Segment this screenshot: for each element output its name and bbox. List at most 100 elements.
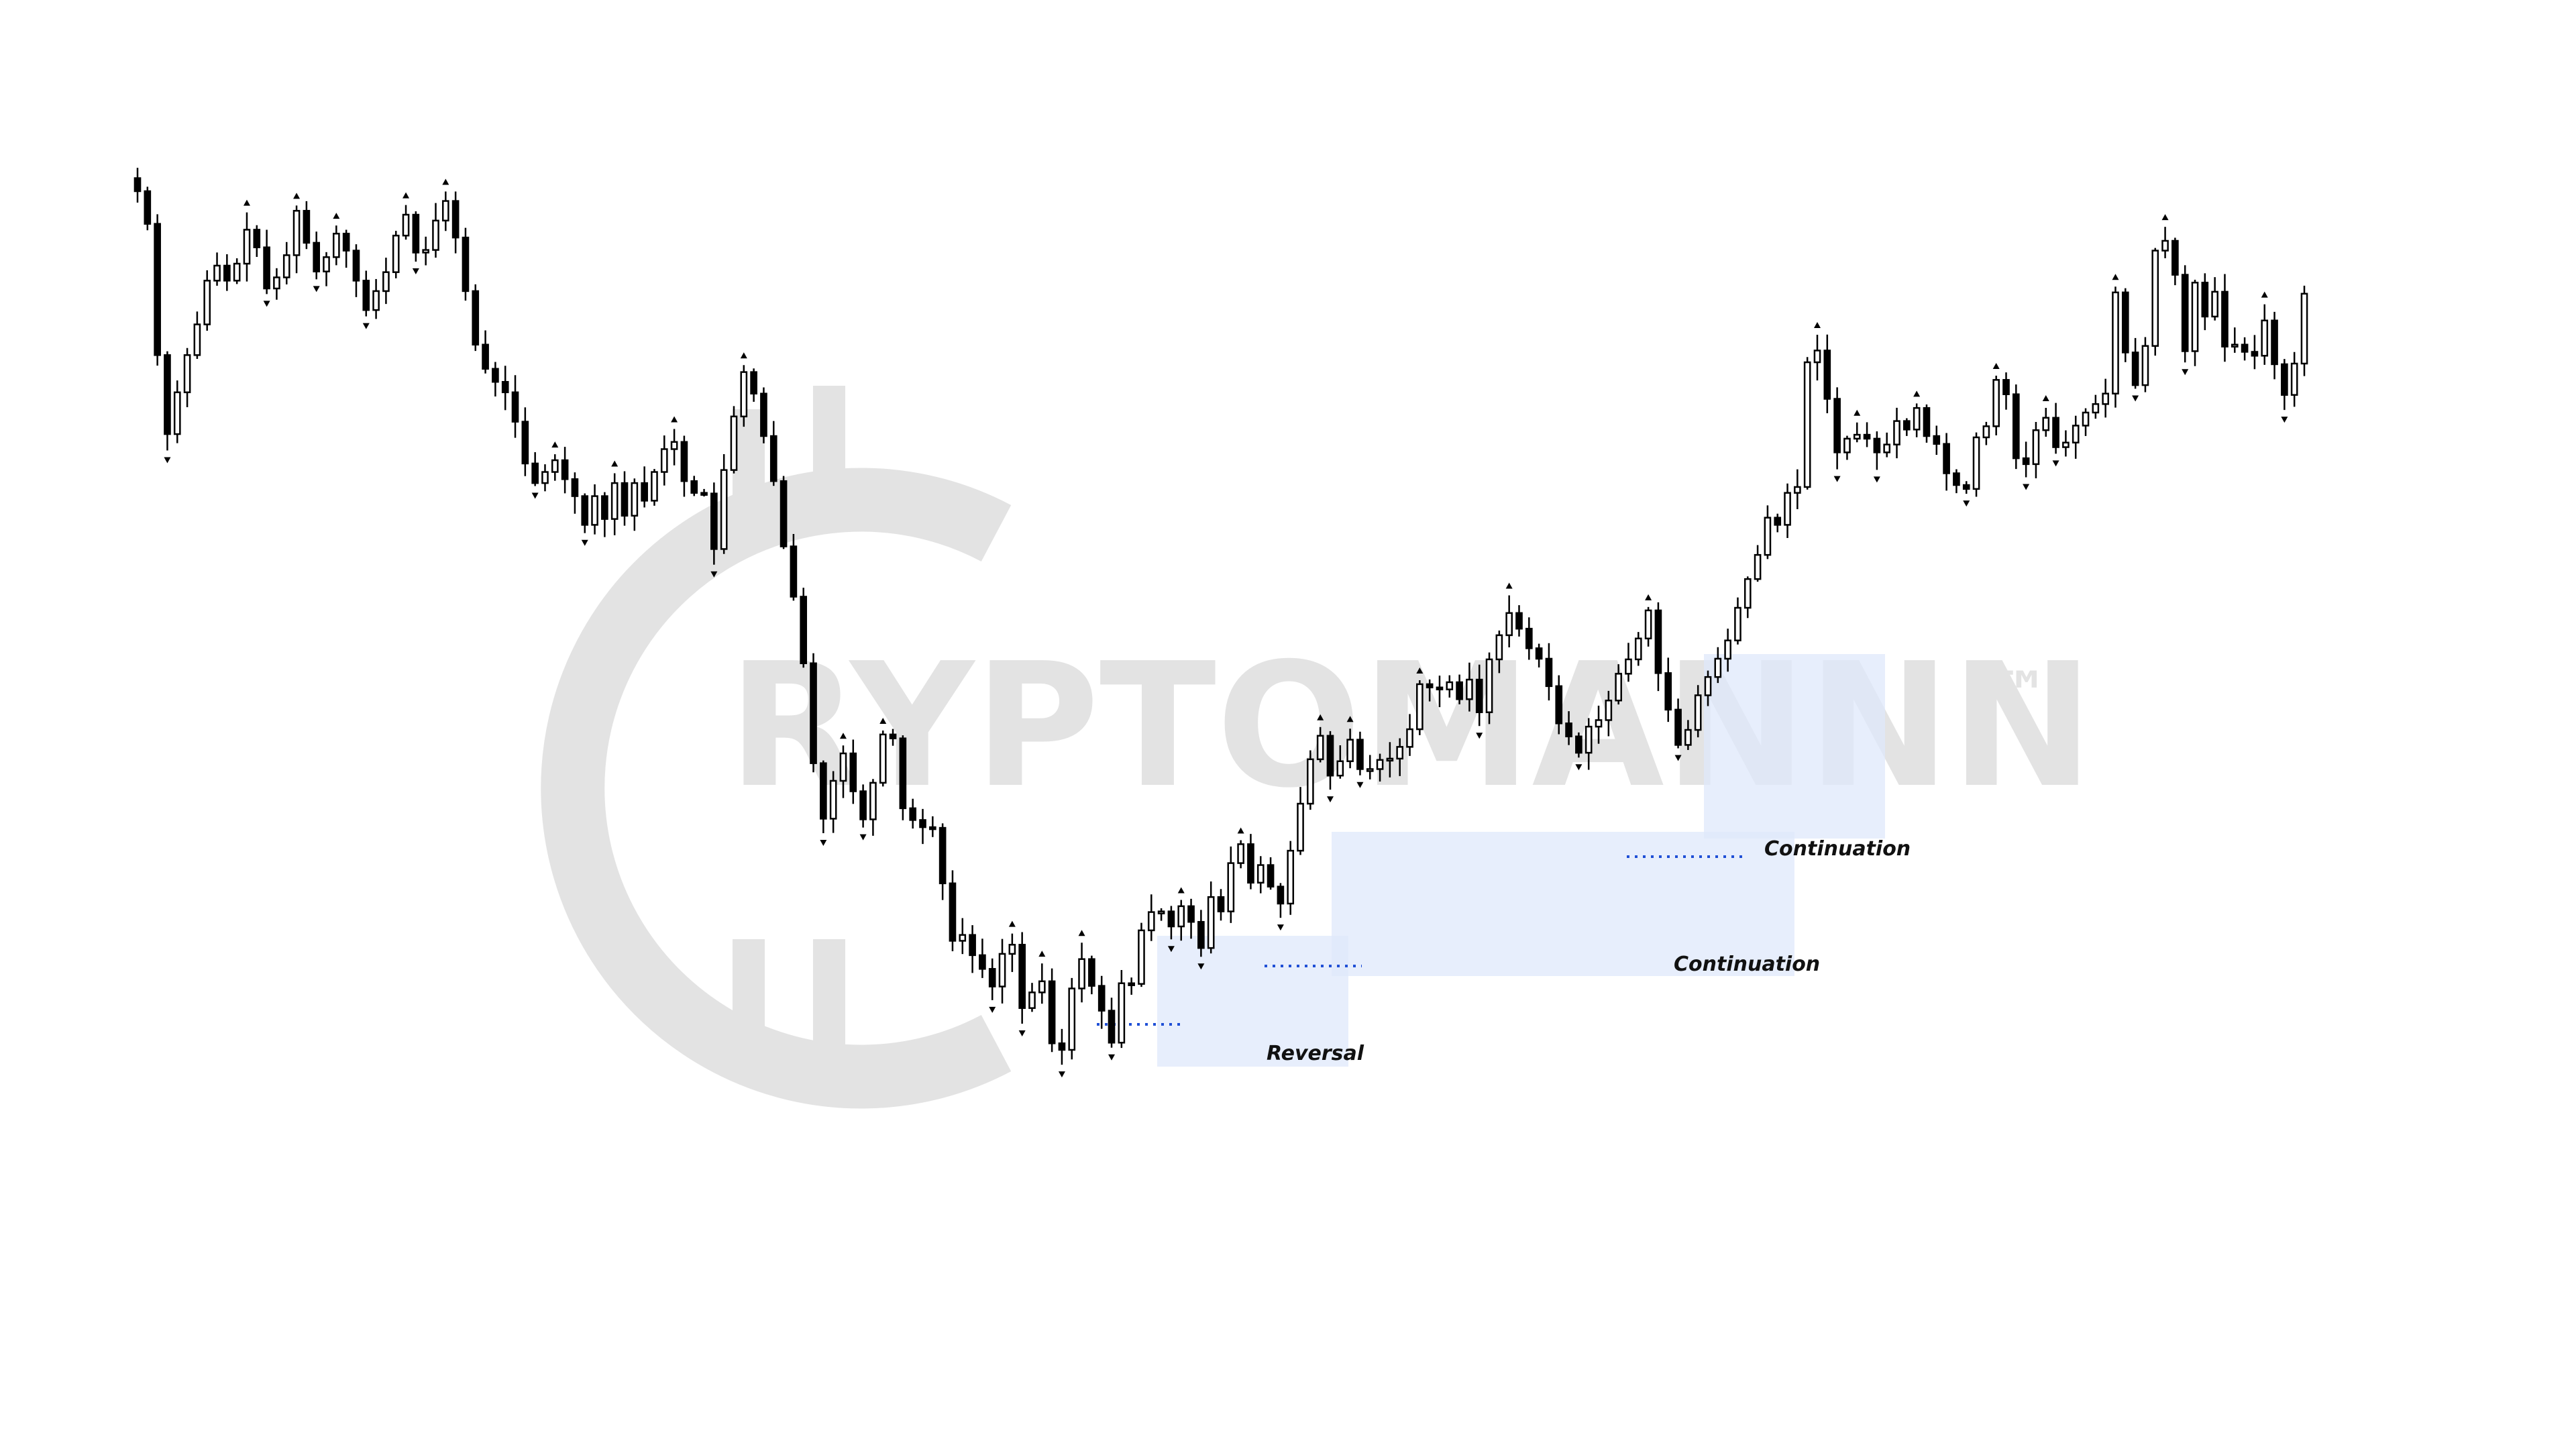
candle — [849, 739, 857, 804]
candle — [680, 435, 688, 497]
candle — [1565, 711, 1572, 745]
candle-body-bear — [501, 380, 509, 394]
candle-body-bear — [303, 209, 311, 244]
candle — [531, 452, 539, 499]
candle-body-bear — [1456, 681, 1463, 700]
candle — [1704, 670, 1712, 706]
candle — [1873, 431, 1881, 483]
candle-body-bear — [988, 968, 996, 987]
candle — [879, 718, 887, 787]
candle — [621, 471, 629, 526]
fractal-down-marker — [1476, 733, 1483, 739]
candle — [1406, 714, 1413, 756]
fractal-down-marker — [362, 323, 370, 329]
candle — [2131, 337, 2139, 402]
candle-body-bear — [451, 200, 460, 239]
candle-body-bull — [1615, 673, 1622, 702]
candle-body-bull — [879, 733, 887, 784]
candle-body-bear — [700, 492, 708, 496]
candle — [1456, 674, 1463, 704]
fractal-down-marker — [2023, 484, 2030, 490]
candle — [1754, 545, 1762, 582]
candle-body-bear — [2002, 379, 2010, 395]
candle — [372, 278, 380, 319]
candle — [1585, 718, 1593, 770]
candle-body-bear — [810, 662, 817, 764]
candle — [1843, 435, 1851, 460]
candle-body-bear — [889, 733, 897, 739]
candle — [1267, 857, 1275, 890]
candle — [1913, 390, 1921, 437]
candle-body-bear — [601, 495, 608, 520]
candle — [959, 918, 967, 955]
candle — [899, 735, 907, 820]
candle-body-bull — [740, 371, 748, 418]
fractal-up-marker — [611, 460, 619, 467]
candle — [154, 214, 161, 366]
fractal-up-marker — [1645, 594, 1652, 600]
candle-body-bear — [521, 421, 529, 465]
candle — [2171, 237, 2179, 286]
candle-body-bear — [1097, 985, 1106, 1012]
candle-body-bear — [1515, 612, 1523, 630]
candle-body-bull — [631, 482, 639, 517]
fractal-down-marker — [1108, 1054, 1116, 1061]
candle-body-bear — [342, 233, 350, 252]
candle — [1743, 576, 1752, 619]
candle — [1048, 968, 1056, 1053]
candle-body-bear — [1048, 980, 1056, 1044]
candle — [571, 472, 579, 514]
candle-body-bear — [1953, 472, 1960, 486]
watermark-bar-bottom-right — [813, 939, 845, 1070]
candle — [382, 258, 390, 305]
candle — [1764, 505, 1772, 559]
candle — [2151, 248, 2159, 356]
candle-body-bull — [1505, 612, 1513, 637]
candle-body-bull — [173, 391, 181, 435]
candle — [670, 416, 678, 466]
candle — [601, 492, 608, 537]
candle — [2082, 408, 2090, 436]
candle — [1515, 605, 1523, 637]
candle-body-bull — [1585, 725, 1593, 754]
candle — [889, 729, 897, 746]
candle-body-bull — [2102, 392, 2109, 405]
candle-body-bear — [2281, 363, 2288, 396]
candle-body-bear — [1962, 484, 1970, 490]
fractal-up-marker — [333, 213, 340, 219]
candle — [1287, 841, 1295, 915]
candle-body-bull — [2141, 345, 2149, 386]
candle — [2002, 372, 2010, 410]
candle-body-bull — [1028, 991, 1036, 1009]
candle-body-bear — [859, 790, 867, 820]
candle — [949, 870, 957, 951]
candle — [1953, 469, 1960, 494]
candle — [839, 733, 847, 798]
candle — [2201, 273, 2209, 331]
candle-body-bull — [2290, 362, 2298, 396]
fractal-up-marker — [1505, 582, 1513, 589]
candle — [2112, 274, 2119, 408]
candle — [1972, 432, 1980, 497]
candle-body-bear — [1167, 910, 1175, 928]
candle-body-bear — [769, 435, 777, 482]
candle — [2290, 352, 2298, 407]
candle-body-bear — [263, 246, 270, 290]
candle — [1684, 720, 1692, 750]
zone-label-continuation-1: Continuation — [1674, 953, 1820, 976]
candle-body-bull — [839, 752, 847, 782]
candle-body-bull — [2062, 441, 2070, 448]
liquidity-lines — [1097, 855, 1744, 1026]
candle — [1625, 643, 1632, 682]
candle — [1446, 675, 1454, 698]
candle — [1277, 883, 1285, 931]
candle — [1475, 664, 1483, 739]
fractal-up-marker — [1317, 714, 1324, 720]
candle — [2221, 274, 2229, 362]
candle — [213, 252, 221, 286]
candle-body-bull — [998, 953, 1006, 987]
candle-body-bull — [1038, 980, 1046, 994]
candle — [482, 330, 489, 374]
candle-body-bull — [1883, 443, 1891, 453]
candle — [2161, 214, 2169, 258]
